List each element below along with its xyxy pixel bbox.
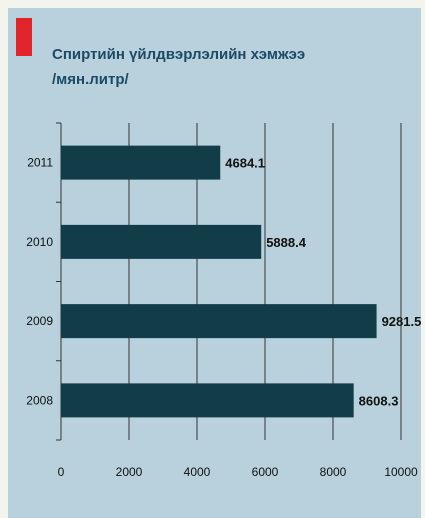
data-label-2011: 4684.1 — [225, 156, 265, 171]
chart-title: Спиртийн үйлдвэрлэлийн хэмжээ /мян.литр/ — [52, 42, 412, 92]
y-tick-label-2009: 2009 — [26, 314, 53, 328]
y-tick-label-2010: 2010 — [26, 235, 53, 249]
x-tick-label-4000: 4000 — [184, 465, 211, 479]
bar-2008 — [61, 383, 354, 418]
bar-2009 — [61, 304, 377, 339]
x-tick-label-2000: 2000 — [116, 465, 143, 479]
y-tick-label-2008: 2008 — [26, 393, 53, 407]
chart-title-line1: Спиртийн үйлдвэрлэлийн хэмжээ — [52, 46, 306, 63]
x-tick-label-8000: 8000 — [320, 465, 347, 479]
data-label-2010: 5888.4 — [266, 235, 307, 250]
chart-panel: Спиртийн үйлдвэрлэлийн хэмжээ /мян.литр/ — [8, 8, 421, 518]
accent-bar — [16, 18, 32, 56]
x-tick-label-6000: 6000 — [252, 465, 279, 479]
x-tick-label-0: 0 — [58, 465, 65, 479]
data-label-2009: 9281.5 — [382, 314, 422, 329]
bar-2010 — [61, 224, 262, 259]
y-tick-label-2011: 2011 — [27, 156, 53, 170]
data-label-2008: 8608.3 — [359, 393, 399, 408]
bar-2011 — [61, 145, 221, 180]
chart-title-line2: /мян.литр/ — [52, 71, 129, 88]
x-tick-label-10000: 10000 — [384, 465, 418, 479]
